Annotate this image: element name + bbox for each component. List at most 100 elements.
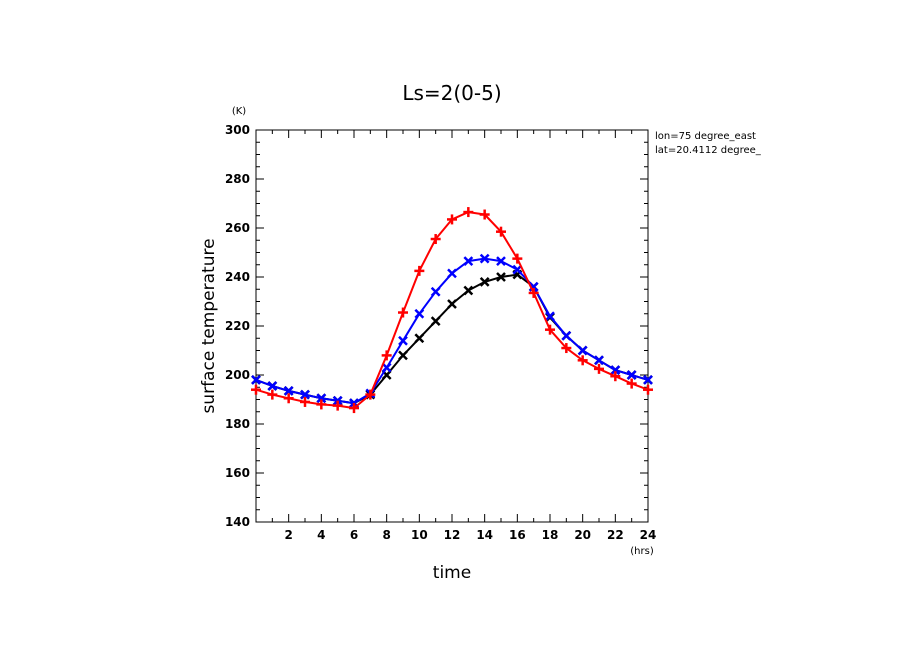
marker-stroke [414, 333, 425, 344]
marker-stroke [447, 268, 457, 279]
marker-stroke [267, 381, 278, 391]
x-tick-label: 4 [317, 528, 325, 542]
y-tick-label: 140 [225, 515, 250, 529]
data-point [545, 324, 555, 335]
x-tick-label: 6 [350, 528, 358, 542]
y-tick-label: 300 [225, 123, 250, 137]
x-tick-label: 14 [476, 528, 493, 542]
marker-stroke [283, 386, 294, 396]
y-tick-label: 180 [225, 417, 250, 431]
data-point [316, 393, 327, 404]
data-point [349, 403, 359, 414]
data-point [496, 226, 506, 237]
marker-stroke [496, 256, 506, 266]
data-point [561, 330, 572, 341]
data-point [545, 311, 555, 322]
data-point [300, 396, 310, 407]
x-axis-ticks: 2 4 6 8 10 12 14 16 18 20 22 24 [271, 130, 656, 542]
data-point [577, 355, 588, 366]
data-point [398, 335, 408, 346]
x-tick-label: 8 [382, 528, 390, 542]
data-point [447, 268, 457, 279]
data-point [463, 256, 474, 266]
marker-stroke [251, 375, 261, 385]
data-point [463, 207, 474, 218]
marker-stroke [463, 256, 474, 266]
data-point [414, 333, 425, 344]
annotation-lon: lon=75 degree_east [655, 131, 756, 142]
data-point [643, 384, 653, 395]
data-point [398, 350, 408, 361]
marker-stroke [414, 308, 425, 319]
data-point [398, 307, 408, 318]
series-layer [251, 207, 653, 414]
series-2 [251, 207, 653, 414]
data-point [283, 386, 294, 396]
y-unit-label: (K) [232, 106, 246, 117]
marker-stroke [479, 253, 490, 264]
marker-stroke [643, 375, 653, 385]
data-point [267, 381, 278, 391]
marker-stroke [381, 362, 392, 373]
data-point [463, 285, 474, 296]
data-point [283, 393, 294, 404]
x-tick-label: 18 [542, 528, 559, 542]
data-point [479, 209, 490, 220]
data-point [479, 253, 490, 264]
marker-stroke [430, 286, 441, 297]
x-tick-label: 10 [411, 528, 428, 542]
data-point [594, 363, 604, 374]
data-point [626, 378, 637, 389]
data-point [610, 365, 621, 375]
x-tick-label: 16 [509, 528, 526, 542]
marker-stroke [512, 264, 523, 275]
data-point [251, 384, 261, 395]
marker-stroke [430, 316, 441, 326]
data-point [414, 265, 425, 276]
y-axis-label: surface temperature [199, 238, 219, 413]
y-axis-ticks: 140 160 180 200 220 240 260 280 300 [225, 123, 648, 529]
data-point [430, 316, 441, 326]
data-point [251, 375, 261, 385]
y-tick-label: 240 [225, 270, 250, 284]
y-tick-label: 220 [225, 319, 250, 333]
chart-title: Ls=2(0-5) [402, 81, 501, 105]
marker-stroke [545, 311, 555, 322]
x-tick-label: 12 [444, 528, 461, 542]
data-point [496, 256, 506, 266]
data-point [643, 375, 653, 385]
data-point [414, 308, 425, 319]
marker-stroke [398, 350, 408, 361]
marker-stroke [447, 299, 457, 309]
data-point [561, 343, 572, 354]
y-tick-label: 260 [225, 221, 250, 235]
x-tick-label: 22 [607, 528, 624, 542]
data-point [512, 264, 523, 275]
marker-stroke [626, 370, 637, 380]
marker-stroke [610, 365, 621, 375]
y-tick-label: 280 [225, 172, 250, 186]
y-tick-label: 200 [225, 368, 250, 382]
data-point [626, 370, 637, 380]
series-1 [251, 253, 653, 409]
marker-stroke [316, 393, 327, 404]
data-point [381, 362, 392, 373]
marker-stroke [463, 285, 474, 296]
x-tick-label: 20 [574, 528, 591, 542]
data-point [332, 400, 343, 411]
data-point [479, 277, 490, 287]
y-tick-label: 160 [225, 466, 250, 480]
data-point [447, 299, 457, 309]
data-point [430, 234, 441, 245]
data-point [496, 272, 506, 282]
annotation-lat: lat=20.4112 degree_ [655, 145, 762, 156]
data-point [594, 355, 604, 366]
data-point [528, 287, 539, 298]
data-point [447, 214, 457, 225]
x-axis-label: time [433, 563, 471, 583]
marker-stroke [381, 370, 392, 380]
data-point [300, 389, 310, 400]
x-unit-label: (hrs) [630, 546, 654, 557]
